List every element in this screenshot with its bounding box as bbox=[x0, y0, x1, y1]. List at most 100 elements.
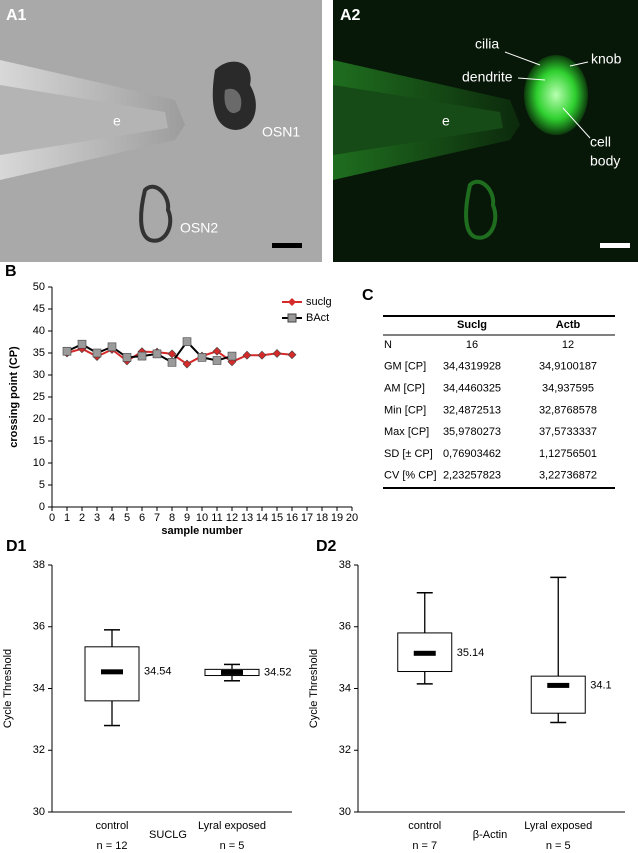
table-cell: GM [CP] bbox=[384, 361, 426, 373]
panel-label: D1 bbox=[6, 538, 27, 555]
table-cell: 34,4460325 bbox=[443, 383, 501, 395]
y-axis-label: crossing point (CP) bbox=[8, 346, 20, 448]
image-label: cell bbox=[590, 134, 611, 150]
y-tick-label: 30 bbox=[339, 806, 351, 818]
group-label: SUCLG bbox=[149, 829, 187, 841]
marker bbox=[152, 349, 162, 359]
legend-label: BAct bbox=[306, 312, 329, 324]
y-tick-label: 40 bbox=[33, 325, 45, 337]
median-label: 35.14 bbox=[457, 647, 485, 659]
image-label: OSN2 bbox=[180, 220, 218, 236]
x-tick-label: 0 bbox=[49, 512, 55, 524]
y-tick-label: 36 bbox=[339, 621, 351, 633]
x-tick-label: 4 bbox=[109, 512, 115, 524]
marker bbox=[137, 351, 147, 361]
panel-label: A1 bbox=[6, 7, 27, 24]
table-cell: 34,9100187 bbox=[539, 361, 597, 373]
y-tick-label: 34 bbox=[339, 682, 351, 694]
table-cell: SD [± CP] bbox=[384, 448, 433, 460]
image-label: dendrite bbox=[462, 69, 513, 85]
y-tick-label: 15 bbox=[33, 435, 45, 447]
x-tick-label: 6 bbox=[139, 512, 145, 524]
y-tick-label: 30 bbox=[33, 806, 45, 818]
y-tick-label: 30 bbox=[33, 369, 45, 381]
table-cell: N bbox=[384, 339, 392, 351]
x-tick-label: 15 bbox=[271, 512, 283, 524]
median bbox=[413, 650, 436, 656]
y-tick-label: 36 bbox=[33, 621, 45, 633]
y-axis-label: Cycle Threshold bbox=[308, 649, 320, 728]
y-tick-label: 5 bbox=[39, 479, 45, 491]
table-cell: 32,4872513 bbox=[443, 404, 501, 416]
x-tick-label: 7 bbox=[154, 512, 160, 524]
x-tick-label: 16 bbox=[286, 512, 298, 524]
panel-label: A2 bbox=[340, 7, 361, 24]
x-tick-label: 12 bbox=[226, 512, 238, 524]
marker bbox=[92, 348, 102, 358]
y-tick-label: 0 bbox=[39, 501, 45, 513]
table-cell: Min [CP] bbox=[384, 404, 426, 416]
x-tick-label: 2 bbox=[79, 512, 85, 524]
image-label: e bbox=[442, 113, 450, 129]
legend-label: suclg bbox=[306, 296, 332, 308]
x-tick-label: 10 bbox=[196, 512, 208, 524]
median bbox=[547, 682, 570, 688]
y-tick-label: 35 bbox=[33, 347, 45, 359]
median bbox=[101, 669, 123, 675]
table-cell: CV [% CP] bbox=[384, 470, 437, 482]
table-cell: 35,9780273 bbox=[443, 426, 501, 438]
x-tick-label: 13 bbox=[241, 512, 253, 524]
image-label: cilia bbox=[475, 36, 499, 52]
panel-label: D2 bbox=[316, 538, 337, 555]
x-tick-label: Lyral exposed bbox=[198, 820, 266, 832]
marker bbox=[182, 337, 192, 346]
marker bbox=[272, 349, 282, 358]
image-label: OSN1 bbox=[262, 124, 300, 140]
legend-marker bbox=[288, 298, 296, 306]
x-tick-label: 8 bbox=[169, 512, 175, 524]
y-tick-label: 25 bbox=[33, 391, 45, 403]
table-cell: 3,22736872 bbox=[539, 470, 597, 482]
table-cell: 0,76903462 bbox=[443, 448, 501, 460]
x-tick-label: 18 bbox=[316, 512, 328, 524]
y-tick-label: 34 bbox=[33, 682, 45, 694]
marker bbox=[197, 353, 207, 362]
table-cell: AM [CP] bbox=[384, 383, 425, 395]
table-header: Suclg bbox=[457, 319, 487, 331]
table-cell: 34,4319928 bbox=[443, 361, 501, 373]
y-tick-label: 38 bbox=[33, 559, 45, 571]
marker bbox=[182, 359, 192, 369]
table-cell: 1,12756501 bbox=[539, 448, 597, 460]
x-tick-label: 1 bbox=[64, 512, 70, 524]
marker bbox=[212, 356, 222, 365]
x-tick-label: 19 bbox=[331, 512, 343, 524]
table-cell: 12 bbox=[562, 339, 574, 351]
n-label: n = 5 bbox=[546, 840, 571, 852]
x-tick-label: 11 bbox=[211, 512, 222, 524]
table-header: Actb bbox=[556, 319, 581, 331]
x-tick-label: 14 bbox=[256, 512, 268, 524]
median-label: 34.1 bbox=[590, 679, 611, 691]
y-axis-label: Cycle Threshold bbox=[2, 649, 14, 728]
table-cell: 16 bbox=[466, 339, 478, 351]
marker bbox=[212, 346, 222, 356]
image-label: e bbox=[113, 113, 121, 129]
x-tick-label: control bbox=[408, 820, 441, 832]
y-tick-label: 50 bbox=[33, 281, 45, 293]
n-label: n = 7 bbox=[412, 840, 437, 852]
median bbox=[221, 669, 243, 675]
median-label: 34.54 bbox=[144, 666, 172, 678]
legend-marker bbox=[287, 313, 297, 323]
series-line bbox=[66, 347, 293, 366]
marker bbox=[107, 342, 117, 352]
x-tick-label: control bbox=[95, 820, 128, 832]
y-tick-label: 45 bbox=[33, 303, 45, 315]
y-tick-label: 10 bbox=[33, 457, 45, 469]
x-tick-label: 20 bbox=[346, 512, 358, 524]
y-tick-label: 38 bbox=[339, 559, 351, 571]
image-a2: A2 e cilia knob dendrite cell body bbox=[333, 0, 638, 262]
table-cell: Max [CP] bbox=[384, 426, 429, 438]
image-label: knob bbox=[591, 51, 622, 67]
